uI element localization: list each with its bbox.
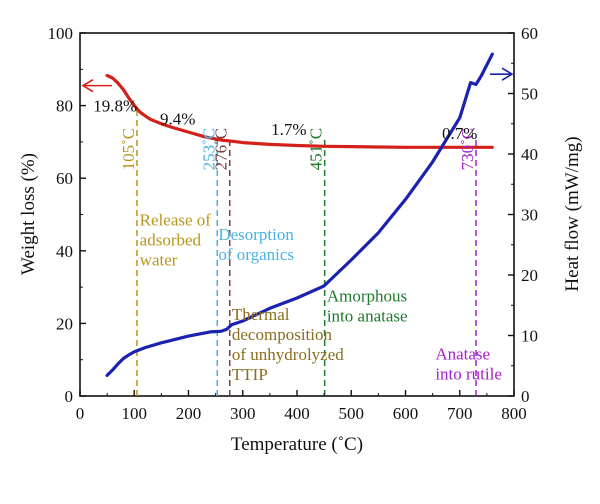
y-left-tick-label: 80: [56, 97, 73, 116]
y-right-tick-label: 0: [521, 387, 530, 406]
temperature-marker-label: 253˚C: [199, 128, 218, 171]
weight-loss-series-line: [105, 73, 494, 149]
y-axis-right-title: Heat flow (mW/mg): [562, 136, 583, 291]
temperature-marker-label: 451˚C: [307, 128, 326, 171]
phase-annotation-line: adsorbed: [140, 230, 202, 249]
weight-loss-label: 9.4%: [160, 109, 195, 128]
y-left-tick-label: 40: [56, 242, 73, 261]
x-tick-label: 600: [393, 404, 419, 423]
phase-annotation-line: Thermal: [232, 305, 290, 324]
y-right-tick-label: 20: [521, 266, 538, 285]
y-right-tick-label: 10: [521, 327, 538, 346]
x-tick-label: 500: [339, 404, 365, 423]
x-tick-label: 700: [447, 404, 473, 423]
phase-annotation-line: Anatase: [435, 345, 490, 364]
x-axis-title: Temperature (˚C): [231, 434, 363, 455]
weight-axis-arrowhead: [81, 78, 94, 93]
phase-annotation-line: water: [140, 250, 178, 269]
phase-annotation-line: TTIP: [232, 365, 268, 384]
phase-annotation-line: into anatase: [327, 307, 408, 326]
tick-layer: 0 100 200 300 400 500 600 700 800020406080100010…: [48, 24, 539, 423]
y-left-tick-label: 100: [48, 24, 74, 43]
y-right-tick-label: 60: [521, 24, 538, 43]
weight-loss-label: 1.7%: [271, 120, 306, 139]
phase-annotation-line: of organics: [218, 245, 294, 264]
weight-loss-label: 0.7%: [442, 124, 477, 143]
temperature-marker-label: 730˚C: [458, 128, 477, 171]
x-tick-label: 0: [76, 404, 85, 423]
y-left-tick-label: 60: [56, 169, 73, 188]
phase-annotation-line: Amorphous: [327, 287, 407, 306]
phase-annotation: Anatase into rutile: [435, 345, 502, 384]
phase-annotation-line: Release of: [140, 210, 212, 229]
x-tick-label: 800: [501, 404, 527, 423]
y-left-tick-label: 0: [65, 387, 74, 406]
x-tick-label: 400: [284, 404, 310, 423]
phase-annotation-line: of unhydrolyzed: [232, 345, 344, 364]
weight-loss-label: 19.8%: [93, 97, 137, 116]
phase-annotation: Thermal decomposition of unhydrolyzed TTIP: [232, 305, 344, 384]
series-layer: [81, 52, 514, 377]
temperature-marker-label: 105˚C: [119, 128, 138, 171]
phase-annotation: Amorphous into anatase: [327, 287, 408, 326]
y-right-tick-label: 40: [521, 145, 538, 164]
x-tick-label: 200: [176, 404, 202, 423]
phase-annotation: Release of adsorbed water: [140, 210, 212, 269]
x-tick-label: 300: [230, 404, 256, 423]
phase-annotation-line: decomposition: [232, 325, 333, 344]
heat-flow-series-line: [105, 52, 494, 377]
x-tick-label: 100: [122, 404, 148, 423]
phase-annotation-line: into rutile: [435, 365, 502, 384]
temperature-marker-label: 276˚C: [212, 128, 231, 171]
temperature-markers: [136, 109, 477, 396]
phase-annotation-line: Desorption: [218, 225, 294, 244]
y-right-tick-label: 50: [521, 85, 538, 104]
heat-axis-arrowhead: [501, 67, 514, 81]
phase-annotation: Desorption of organics: [218, 225, 294, 264]
y-axis-left-title: Weight loss (%): [18, 153, 39, 275]
y-right-tick-label: 30: [521, 206, 538, 225]
y-left-tick-label: 20: [56, 314, 73, 333]
